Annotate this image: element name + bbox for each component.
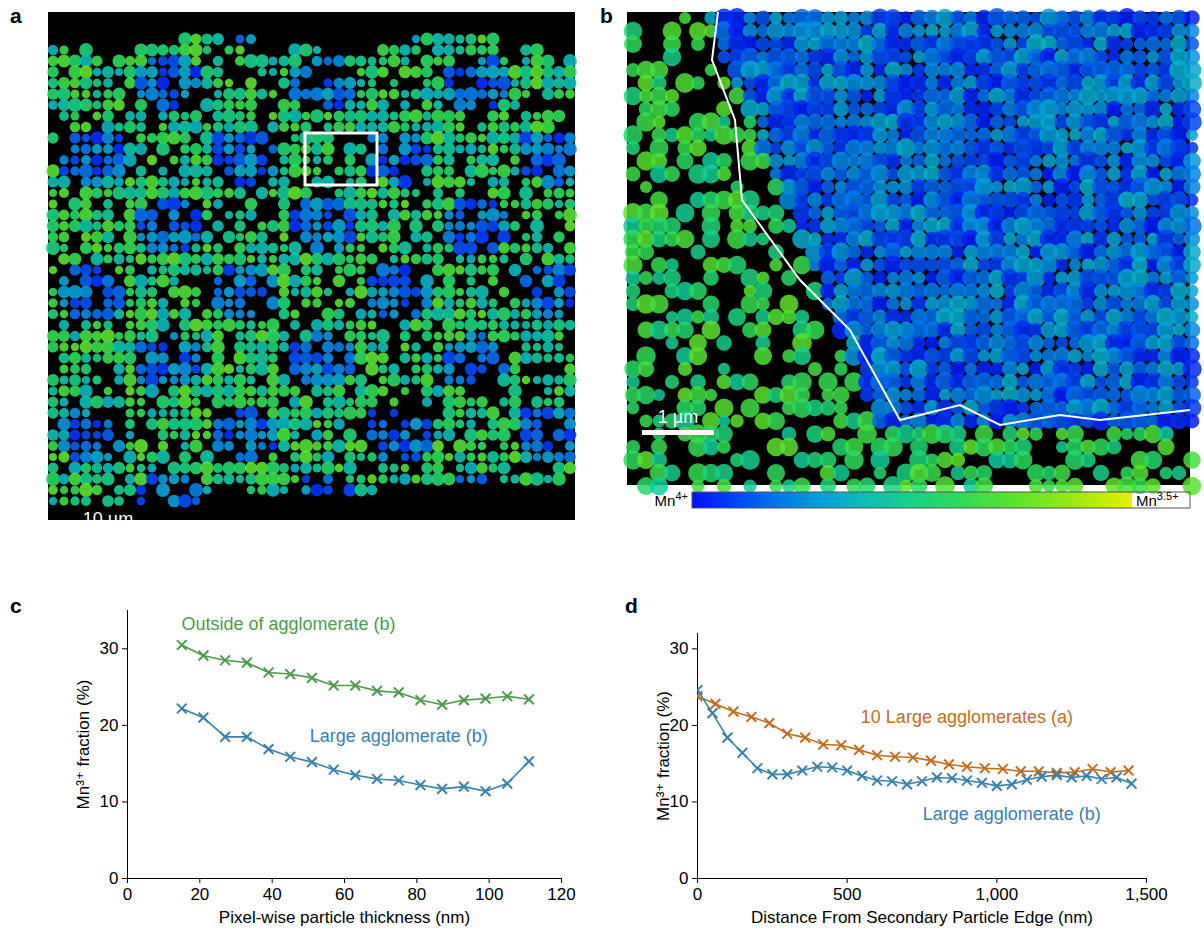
svg-text:100: 100 [475, 885, 503, 904]
svg-text:10 Large agglomerates (a): 10 Large agglomerates (a) [861, 707, 1073, 727]
svg-text:20: 20 [669, 715, 689, 735]
svg-text:1,500: 1,500 [1125, 885, 1168, 904]
svg-text:10: 10 [669, 792, 689, 812]
svg-text:20: 20 [100, 716, 119, 735]
svg-text:60: 60 [335, 885, 354, 904]
svg-text:Pixel-wise particle thickness: Pixel-wise particle thickness (nm) [219, 908, 470, 927]
svg-text:120: 120 [547, 885, 575, 904]
svg-text:30: 30 [100, 639, 119, 658]
svg-text:40: 40 [263, 885, 282, 904]
svg-text:0: 0 [679, 869, 688, 888]
html-text:c: c [10, 594, 22, 617]
svg-text:0: 0 [693, 885, 702, 904]
html-text:b: b [600, 4, 613, 27]
svg-text:0: 0 [123, 885, 132, 904]
svg-text:30: 30 [670, 639, 689, 658]
svg-text:1 µm: 1 µm [658, 407, 698, 427]
svg-text:Mn3.5+: Mn3.5+ [1136, 490, 1179, 509]
svg-text:Mn³⁺ fraction (%): Mn³⁺ fraction (%) [654, 691, 673, 821]
svg-text:Large agglomerate (b): Large agglomerate (b) [923, 804, 1101, 824]
svg-text:Outside of agglomerate (b): Outside of agglomerate (b) [181, 614, 395, 634]
svg-text:Mn4+: Mn4+ [655, 490, 688, 509]
svg-text:Distance From Secondary Partic: Distance From Secondary Particle Edge (n… [751, 908, 1093, 927]
svg-text:500: 500 [833, 885, 861, 904]
html-text:a: a [10, 4, 22, 27]
svg-text:1,000: 1,000 [976, 885, 1019, 904]
svg-text:Large agglomerate (b): Large agglomerate (b) [310, 726, 488, 746]
svg-text:20: 20 [190, 885, 209, 904]
svg-text:0: 0 [109, 869, 118, 888]
svg-text:Mn³⁺ fraction (%): Mn³⁺ fraction (%) [74, 680, 93, 810]
svg-text:10: 10 [100, 792, 119, 811]
html-text:d: d [625, 594, 638, 617]
svg-text:80: 80 [407, 885, 426, 904]
svg-text:10 µm: 10 µm [83, 509, 133, 520]
